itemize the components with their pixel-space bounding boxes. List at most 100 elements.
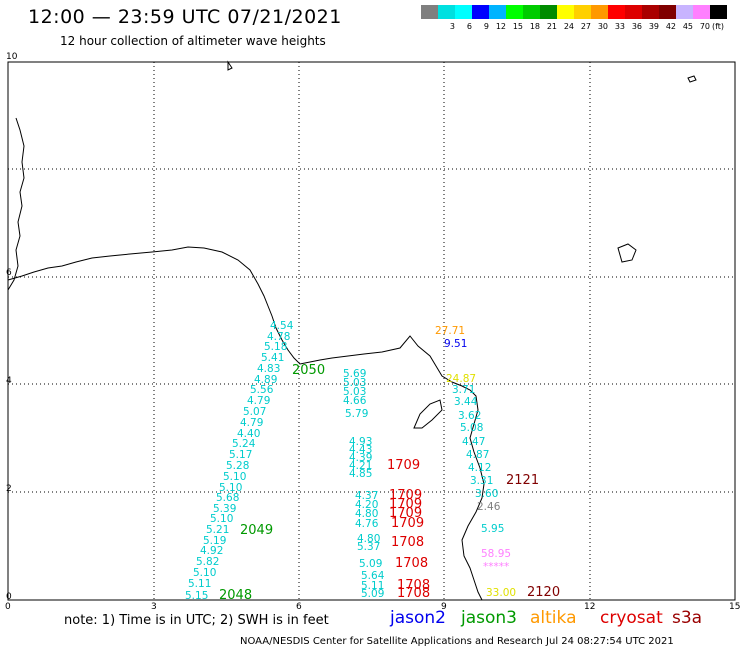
x-tick: 6 [296,602,302,612]
color-swatch-label: 39 [648,22,659,31]
island-4 [687,75,697,83]
color-swatch [523,5,540,19]
coastline-west [7,117,25,291]
legend-s3a: s3a [672,608,703,628]
legend-altika: altika [530,608,577,628]
wave-height-label: 5.39 [213,503,237,515]
wave-height-label: 5.95 [481,523,505,535]
color-swatch [438,5,455,19]
y-tick: 6 [6,268,12,278]
time-code-label: 1708 [395,556,429,571]
color-swatch [489,5,506,19]
wave-height-label: 5.03 [343,386,367,398]
color-scale-bar [421,5,727,19]
time-code-label: 2050 [292,363,326,378]
color-swatch-label: 15 [512,22,523,31]
color-swatch-label: 9 [483,22,489,31]
map-title: 12:00 — 23:59 UTC 07/21/2021 [28,6,342,28]
yellow-value: 24.87 [446,373,477,385]
color-swatch-label: 30 [597,22,608,31]
wave-height-label: 5.17 [229,449,253,461]
wave-height-label: 5.15 [185,590,209,602]
color-swatch [659,5,676,19]
color-swatch-label: 21 [546,22,557,31]
color-swatch [455,5,472,19]
time-code-label: 1708 [397,586,431,601]
wave-height-label: 5.79 [345,408,369,420]
wave-height-label: 4.92 [200,545,224,557]
wave-height-label: 3.62 [458,410,482,422]
color-swatch [676,5,693,19]
x-tick: 15 [729,602,740,612]
wave-height-label: 5.11 [361,580,385,592]
coastline [7,246,485,601]
wave-height-label: 3.71 [452,384,476,396]
wave-height-label: 5.10 [223,471,247,483]
footer-note: note: 1) Time is in UTC; 2) SWH is in fe… [64,613,329,628]
wave-height-label: 5.56 [250,384,274,396]
legend-jason2: jason2 [390,608,446,628]
yellow-value-2: 33.00 [486,587,517,599]
color-swatch [506,5,523,19]
map-subtitle: 12 hour collection of altimeter wave hei… [60,34,326,48]
time-code-label: 2120 [527,585,561,600]
pink-stars: ***** [483,561,510,573]
wave-height-label: 5.11 [188,578,212,590]
wave-height-label: 5.03 [343,377,367,389]
time-code-label: 1709 [389,488,423,503]
wave-height-label: 5.64 [361,570,385,582]
wave-height-label: 4.40 [237,428,261,440]
wave-height-label: 3.31 [470,475,494,487]
legend-jason3: jason3 [461,608,517,628]
color-swatch-label: 70 [699,22,710,31]
color-swatch [574,5,591,19]
time-code-label: 2048 [219,588,253,603]
y-tick: 0 [6,592,12,602]
wave-height-label: 4.87 [466,449,490,461]
time-code-label: 1709 [389,506,423,521]
color-swatch-label: 3 [449,22,455,31]
wave-height-label: 5.10 [210,513,234,525]
time-code-label: 1709 [387,458,421,473]
pink-value: 58.95 [481,548,512,560]
wave-height-label: 4.47 [462,436,486,448]
x-tick: 3 [151,602,157,612]
color-swatch-label: 27 [580,22,591,31]
wave-height-label: 5.08 [460,422,484,434]
wave-height-label: 4.43 [349,444,373,456]
color-swatch-label: 18 [529,22,540,31]
wave-height-label: 3.60 [475,488,499,500]
wave-height-label: 4.21 [349,460,373,472]
island-1 [413,399,443,429]
island-2 [617,243,637,263]
time-code-label: 1708 [397,578,431,593]
altika-value: 27.71 [435,325,466,337]
jason2-value: 9.51 [444,338,468,350]
wave-height-label: 4.89 [254,374,278,386]
y-tick: 10 [6,52,18,62]
x-tick: 12 [584,602,596,612]
color-swatch [710,5,727,19]
color-swatch-label: 24 [563,22,574,31]
color-swatch [557,5,574,19]
wave-height-label: 4.78 [267,331,291,343]
wave-height-label: 5.21 [206,524,230,536]
wave-height-label: 4.12 [468,462,492,474]
wave-height-label: 4.80 [355,508,379,520]
color-swatch [625,5,642,19]
wave-height-label: 5.10 [193,567,217,579]
color-scale-labels: 3 6 9 12 15 18 21 24 27 30 33 36 39 42 45 70 [421,22,727,31]
wave-height-label: 4.85 [349,468,373,480]
wave-height-label: 5.28 [226,460,250,472]
wave-height-label: 5.19 [203,535,227,547]
color-swatch [421,5,438,19]
time-code-label: 1709 [391,516,425,531]
color-swatch-label: 36 [631,22,642,31]
wave-height-label: 5.18 [264,341,288,353]
wave-height-label: 5.41 [261,352,285,364]
color-swatch-label: 12 [495,22,506,31]
color-swatch [472,5,489,19]
time-code-label: 1708 [391,535,425,550]
wave-height-label: 4.66 [343,395,367,407]
